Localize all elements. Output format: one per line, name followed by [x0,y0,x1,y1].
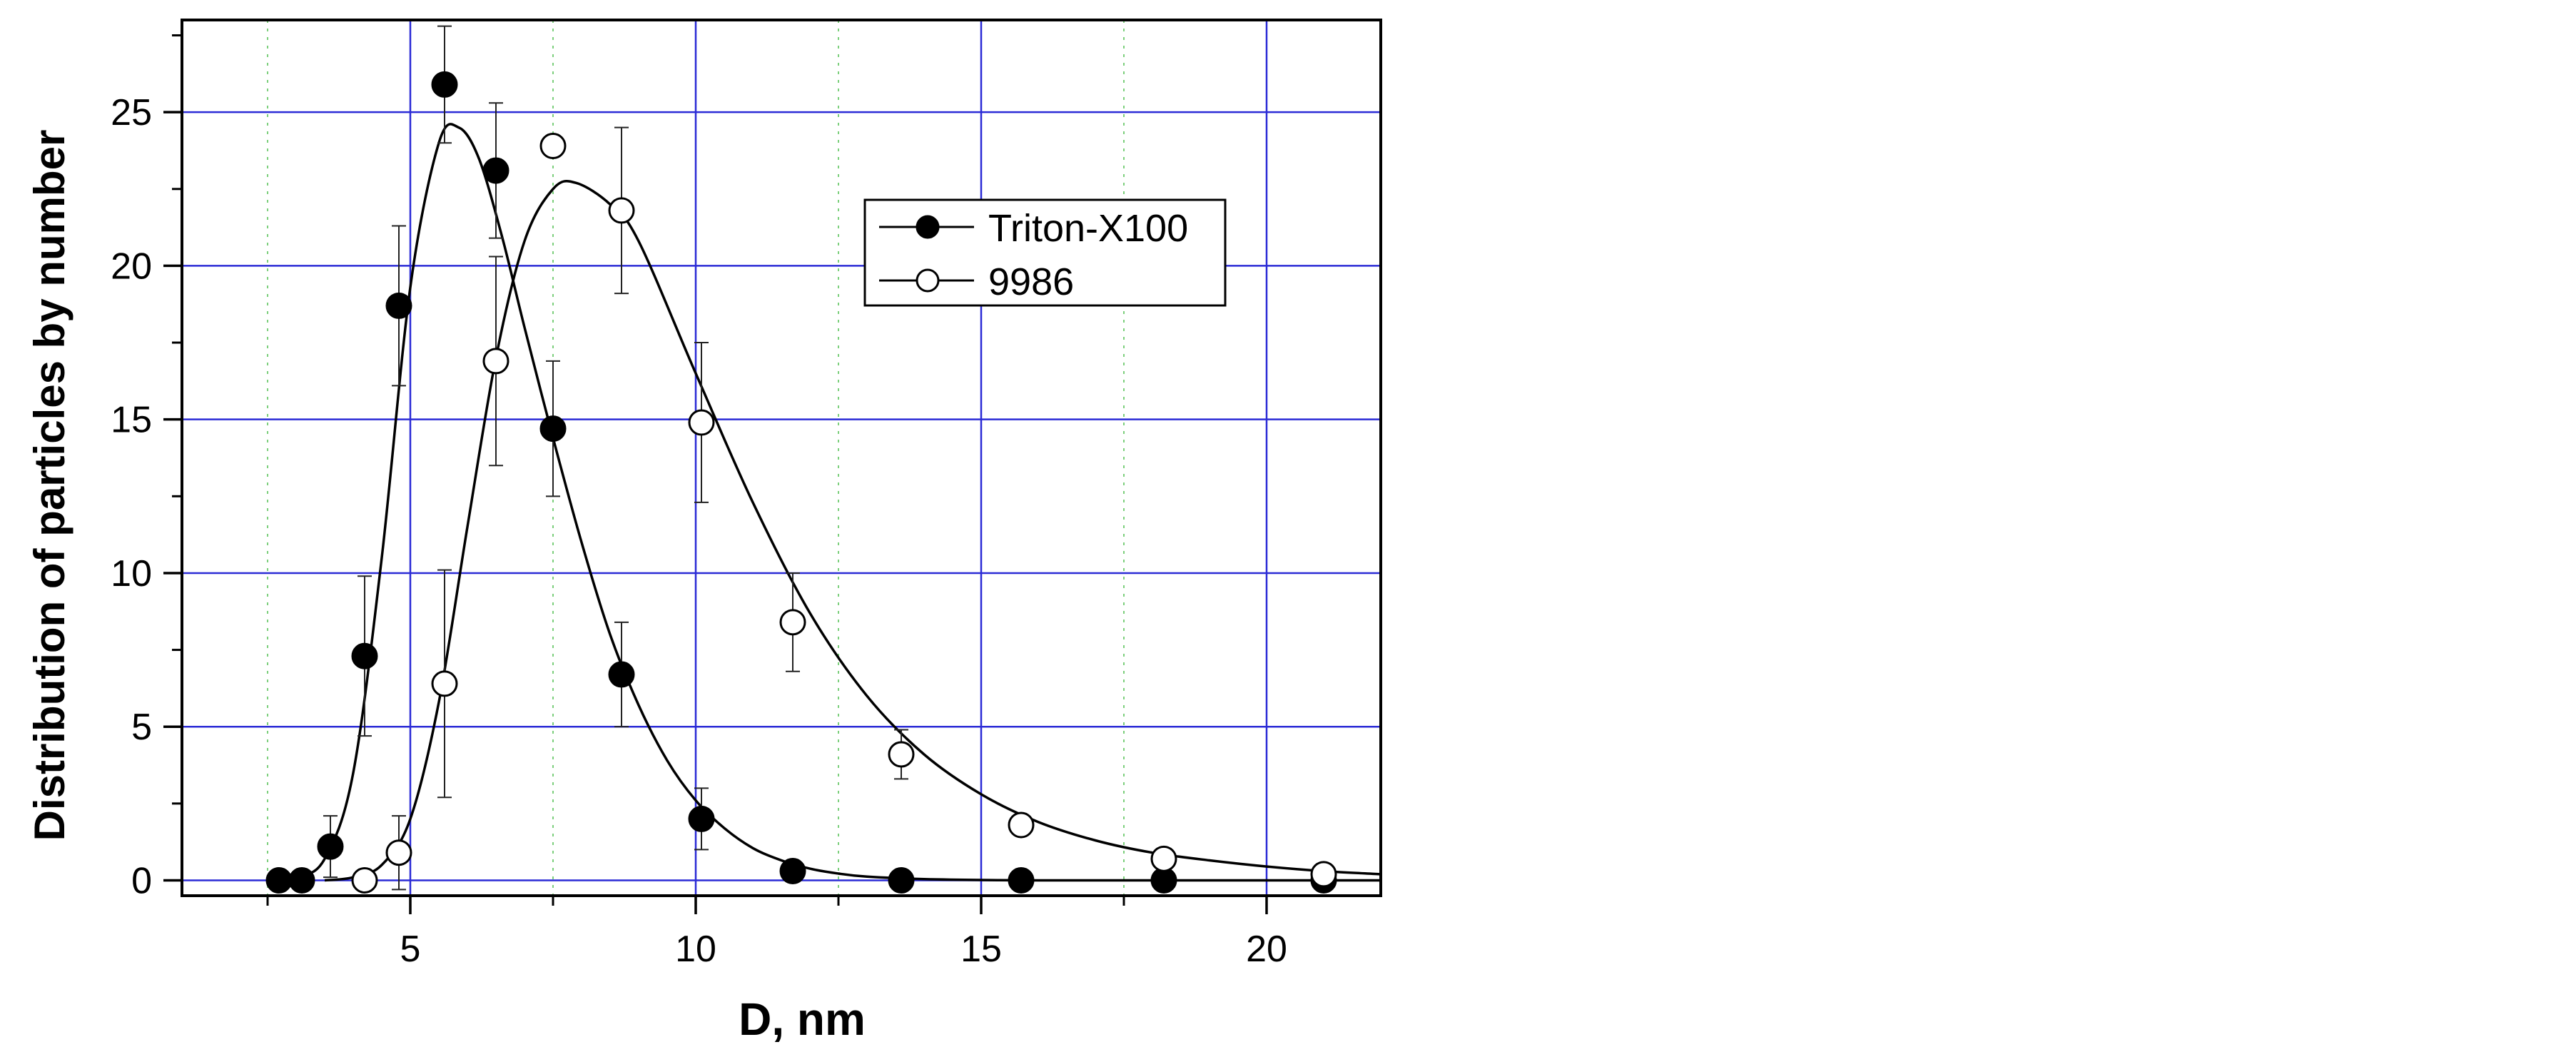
x-tick-label: 20 [1246,929,1287,970]
data-point-9986 [351,866,378,894]
data-point-triton [688,805,715,832]
data-point-9986 [688,409,715,436]
data-point-9986 [608,197,635,224]
data-point-9986 [888,741,915,768]
legend: Triton-X100 9986 [863,198,1227,307]
legend-marker-triton [916,215,940,239]
y-tick-label: 5 [131,707,152,748]
fit-curve-triton [267,123,1381,882]
y-tick-label: 25 [111,92,152,133]
grid-layer [182,20,1381,896]
legend-label-9986: 9986 [988,261,1074,303]
data-point-9986 [1310,861,1337,888]
axis-ticks [163,34,1268,914]
data-point-triton [1008,866,1035,894]
data-point-9986 [1008,811,1035,839]
data-point-triton [608,661,635,688]
y-axis-title: Distribution of particles by number [26,130,73,841]
data-point-9986 [385,839,412,866]
data-point-9986 [431,670,458,697]
data-point-triton [539,415,567,442]
y-tick-label: 10 [111,553,152,595]
data-points [265,71,1337,894]
data-point-9986 [779,609,806,636]
x-tick-label: 15 [960,929,1002,970]
data-point-9986 [482,348,509,375]
data-point-9986 [539,133,567,160]
x-axis-title: D, nm [739,993,866,1045]
data-point-triton [385,292,412,319]
data-point-triton [482,157,509,184]
data-point-triton [288,866,315,894]
fit-curves [267,123,1381,882]
y-tick-label: 0 [131,860,152,901]
x-tick-label: 5 [400,929,421,970]
data-point-triton [351,642,378,669]
x-tick-label: 10 [675,929,716,970]
data-point-triton [317,833,344,860]
legend-marker-9986 [916,268,940,293]
legend-entry-9986: 9986 [879,261,1074,303]
plot-frame [181,19,1382,897]
data-point-9986 [1150,845,1177,872]
y-tick-label: 20 [111,246,152,287]
y-tick-label: 15 [111,400,152,441]
legend-entry-triton: Triton-X100 [879,207,1188,250]
fit-curve-9986 [324,180,1381,882]
data-point-triton [431,71,458,98]
tick-labels: 5 10 15 20 0 5 10 15 20 25 [111,92,1287,970]
data-point-triton [779,858,806,885]
data-point-triton [265,866,293,894]
legend-label-triton: Triton-X100 [988,207,1188,250]
data-point-triton [888,866,915,894]
